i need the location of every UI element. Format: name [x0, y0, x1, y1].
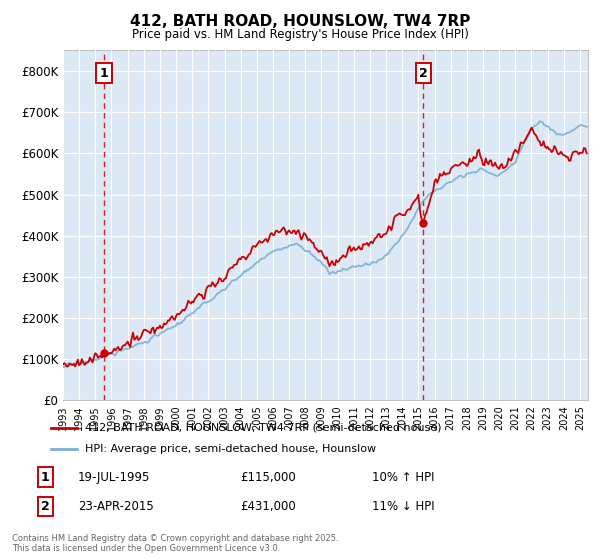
Text: Contains HM Land Registry data © Crown copyright and database right 2025.
This d: Contains HM Land Registry data © Crown c… [12, 534, 338, 553]
Text: £431,000: £431,000 [240, 500, 296, 514]
Text: 1: 1 [41, 470, 49, 484]
Text: 2: 2 [41, 500, 49, 514]
Text: 1: 1 [100, 67, 109, 80]
Text: 412, BATH ROAD, HOUNSLOW, TW4 7RP (semi-detached house): 412, BATH ROAD, HOUNSLOW, TW4 7RP (semi-… [85, 423, 442, 433]
Text: 2: 2 [419, 67, 428, 80]
Text: 23-APR-2015: 23-APR-2015 [78, 500, 154, 514]
Text: £115,000: £115,000 [240, 470, 296, 484]
Text: Price paid vs. HM Land Registry's House Price Index (HPI): Price paid vs. HM Land Registry's House … [131, 28, 469, 41]
Text: 11% ↓ HPI: 11% ↓ HPI [372, 500, 434, 514]
Text: 10% ↑ HPI: 10% ↑ HPI [372, 470, 434, 484]
Text: 19-JUL-1995: 19-JUL-1995 [78, 470, 151, 484]
Text: HPI: Average price, semi-detached house, Hounslow: HPI: Average price, semi-detached house,… [85, 444, 376, 454]
Text: 412, BATH ROAD, HOUNSLOW, TW4 7RP: 412, BATH ROAD, HOUNSLOW, TW4 7RP [130, 14, 470, 29]
